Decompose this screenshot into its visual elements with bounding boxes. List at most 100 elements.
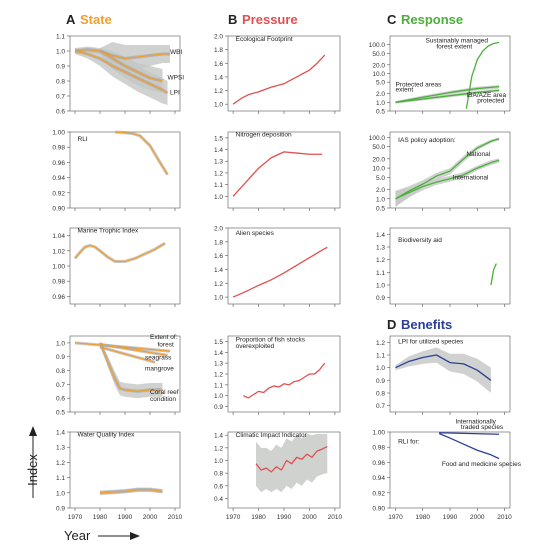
panel-annotation: Ecological Footprint: [236, 36, 293, 43]
panel-annotation: traded species: [461, 424, 504, 431]
y-tick-label: 20.0: [372, 62, 385, 69]
y-tick-label: 50.0: [372, 144, 385, 151]
panel-a4: 0.5 0.6 0.7 0.8 0.9 1.0 Extent of:forest seagra…: [56, 334, 181, 417]
header-d-title: Benefits: [401, 317, 452, 332]
y-tick-label: 0.9: [56, 506, 65, 513]
y-tick-label: 1.04: [52, 233, 65, 240]
x-tick-label: 1970: [226, 514, 241, 521]
axis-titles: Index Year: [25, 426, 140, 543]
series-line: [99, 342, 163, 392]
x-axis-arrowhead: [130, 532, 140, 540]
y-tick-label: 0.7: [56, 382, 65, 389]
series-line: [232, 151, 323, 197]
uncertainty-band: [100, 341, 163, 399]
y-tick-label: 1.2: [376, 340, 385, 347]
y-tick-label: 0.92: [372, 490, 385, 497]
series-line: [395, 85, 500, 103]
series-line: [439, 432, 500, 435]
y-tick-label: 0.9: [214, 404, 223, 411]
panel-annotation: Alien species: [236, 230, 275, 237]
series-line: [99, 343, 168, 356]
panel-annotation: protected: [477, 97, 504, 104]
panel-frame: [69, 227, 181, 305]
panel-annotation: Food and medicine species: [442, 461, 522, 468]
y-tick-label: 1.0: [214, 393, 223, 400]
panel-b2: 1.0 1.1 1.2 1.3 1.4 1.5 Nitrogen deposition: [214, 131, 341, 211]
y-tick-label: 1.1: [56, 34, 65, 41]
y-tick-label: 1.4: [214, 267, 223, 274]
x-tick-label: 1990: [277, 514, 292, 521]
panel-annotation: overexploited: [236, 343, 275, 350]
y-tick-label: 0.8: [376, 391, 385, 398]
series-line: [395, 89, 500, 103]
y-tick-label: 0.8: [56, 368, 65, 375]
panel-b1: 1.0 1.2 1.4 1.6 1.8 2.0 Ecological Footprint: [214, 34, 341, 114]
y-tick-label: 1.4: [214, 147, 223, 154]
series-line: [395, 354, 492, 381]
panel-annotation: National: [466, 151, 490, 158]
y-tick-label: 0.90: [372, 506, 385, 513]
series-line: [114, 131, 169, 175]
y-tick-label: 0.98: [372, 445, 385, 452]
y-tick-label: 1.2: [214, 372, 223, 379]
panel-annotation: Coral reef: [150, 389, 179, 396]
y-tick-label: 0.6: [56, 396, 65, 403]
panel-annotation: Protected areas: [395, 81, 442, 88]
x-tick-label: 2010: [497, 514, 512, 521]
panel-annotation: forest: [158, 341, 174, 348]
x-tick-label: 2010: [328, 514, 343, 521]
y-tick-label: 1.00: [52, 130, 65, 137]
y-tick-label: 0.98: [52, 279, 65, 286]
panel-a5: 0.9 1.0 1.1 1.2 1.3 1.4 1970 1980 1990 2000 2010 Wa…: [56, 430, 183, 522]
y-tick-label: 0.94: [372, 475, 385, 482]
y-tick-label: 1.02: [52, 248, 65, 255]
x-tick-label: 2000: [470, 514, 485, 521]
y-tick-label: 1.5: [214, 135, 223, 142]
y-tick-label: 5.0: [376, 80, 385, 87]
y-tick-label: 1.4: [214, 74, 223, 81]
y-tick-label: 1.1: [214, 182, 223, 189]
header-a-title: State: [80, 12, 112, 27]
panel-annotation: Nitrogen deposition: [236, 132, 292, 139]
y-tick-label: 1.0: [376, 283, 385, 290]
y-tick-label: 0.9: [376, 378, 385, 385]
x-tick-label: 1970: [68, 514, 83, 521]
panel-annotation: extent: [395, 86, 413, 93]
panel-annotation: forest extent: [436, 43, 472, 50]
y-tick-label: 0.98: [52, 145, 65, 152]
panel-annotation: LPI for utilized species: [398, 339, 464, 346]
panel-annotation: IBA/AZE area: [466, 92, 506, 99]
y-tick-label: 1.0: [56, 340, 65, 347]
panel-d1: 0.7 0.8 0.9 1.0 1.1 1.2 LPI for utilized speci…: [376, 335, 511, 415]
panel-frame: [227, 131, 341, 209]
y-tick-label: 0.8: [56, 79, 65, 86]
panel-a1: 0.6 0.7 0.8 0.9 1.0 1.1 WBI WPSI LPI: [56, 34, 184, 116]
y-tick-label: 0.9: [376, 295, 385, 302]
y-tick-label: 1.4: [214, 350, 223, 357]
panel-b4: 0.9 1.0 1.1 1.2 1.3 1.4 1.5 Proportion of fish …: [214, 335, 341, 415]
panel-b3: 1.0 1.2 1.4 1.6 1.8 2.0 Alien species: [214, 226, 341, 307]
header-b-letter: B: [228, 12, 237, 27]
series-line: [74, 242, 166, 263]
panel-annotation: Extent of:: [150, 334, 178, 341]
y-tick-label: 1.1: [376, 270, 385, 277]
y-tick-label: 0.5: [56, 410, 65, 417]
y-tick-label: 1.00: [372, 430, 385, 437]
y-tick-label: 1.1: [376, 353, 385, 360]
header-a-letter: A: [66, 12, 76, 27]
y-tick-label: 10.0: [372, 166, 385, 173]
series-line: [99, 489, 163, 494]
y-tick-label: 1.2: [214, 170, 223, 177]
y-tick-label: 1.0: [214, 458, 223, 465]
y-tick-label: 0.6: [56, 109, 65, 116]
panel-a3: 0.96 0.98 1.00 1.02 1.04 Marine Trophic Index: [52, 227, 181, 307]
y-tick-label: 5.0: [376, 175, 385, 182]
x-axis-title: Year: [64, 528, 91, 543]
y-tick-label: 1.5: [214, 339, 223, 346]
x-tick-label: 1980: [251, 514, 266, 521]
y-tick-label: 0.7: [56, 94, 65, 101]
header-c-title: Response: [401, 12, 463, 27]
series-line: [395, 138, 500, 200]
panel-annotation: International: [453, 175, 489, 182]
x-tick-label: 1980: [415, 514, 430, 521]
